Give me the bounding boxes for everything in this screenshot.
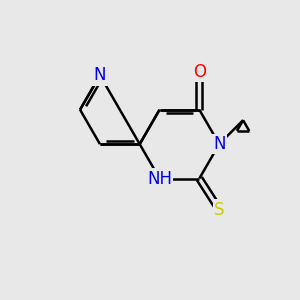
Text: S: S — [214, 200, 224, 218]
Text: N: N — [213, 135, 225, 153]
Text: NH: NH — [147, 169, 172, 188]
Text: N: N — [94, 66, 106, 84]
Text: O: O — [193, 63, 206, 81]
